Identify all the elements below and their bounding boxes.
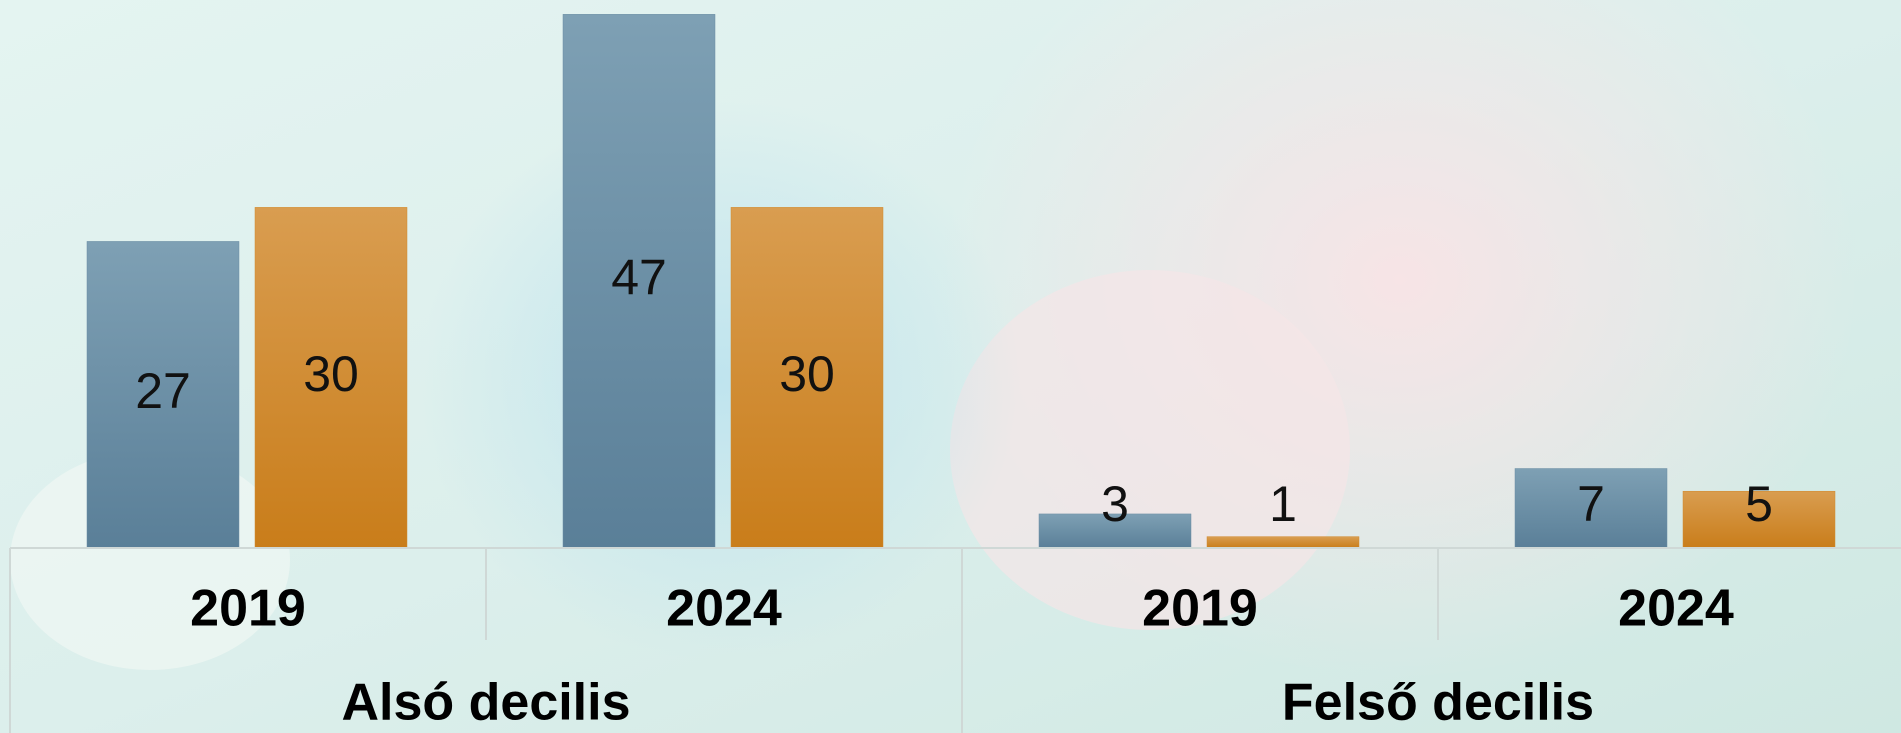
bar: [1514, 468, 1668, 549]
value-label: 47: [611, 249, 667, 305]
background-pig: [420, 100, 1020, 660]
value-label: 27: [135, 363, 191, 419]
x-tick-label: 2024: [1618, 580, 1734, 638]
bar: [1206, 536, 1360, 549]
value-label: 30: [779, 346, 835, 402]
bar: [1682, 490, 1836, 549]
value-label: 30: [303, 346, 359, 402]
group-label: Alsó decilis: [342, 674, 631, 732]
value-label: 3: [1101, 476, 1129, 532]
plot: 27 47 3 7 30 30 1 5 2019 2024 2019 2024 Alsó decilis…: [9, 14, 1901, 733]
x-tick-label: 2019: [1142, 580, 1258, 638]
bar: [254, 207, 408, 549]
bar: [86, 241, 240, 549]
value-label: 1: [1269, 476, 1297, 532]
x-tick-label: 2024: [666, 580, 782, 638]
bar: [730, 207, 884, 549]
value-label: 5: [1745, 476, 1773, 532]
bar: [562, 14, 716, 549]
x-tick-label: 2019: [190, 580, 306, 638]
bar: [1038, 513, 1192, 549]
group-label: Felső decilis: [1282, 674, 1594, 732]
value-label: 7: [1577, 476, 1605, 532]
